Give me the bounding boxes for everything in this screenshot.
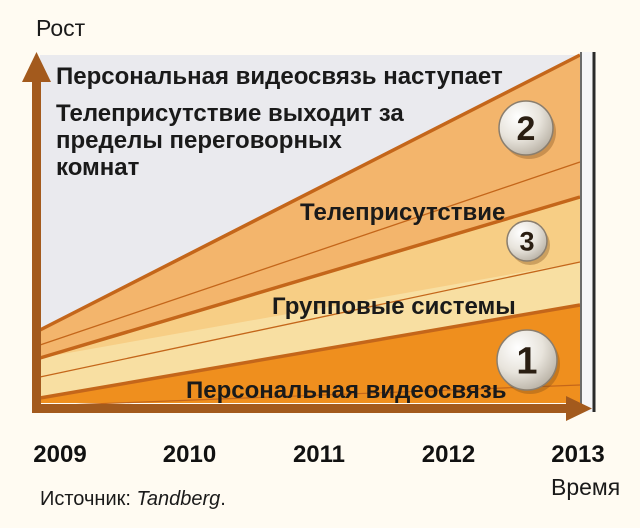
x-axis (32, 404, 572, 413)
disc-number-3: 3 (506, 220, 550, 265)
y-axis (32, 78, 41, 413)
y-axis-label: Рост (36, 15, 86, 41)
x-tick-label-2011: 2011 (293, 441, 345, 468)
label-group-systems: Групповые системы (272, 293, 516, 320)
annotation-line-2: пределы переговорных (56, 127, 342, 154)
frame-2013-panel (580, 52, 594, 412)
title-text: Персональная видеосвязь наступает (56, 63, 503, 90)
line-group-top (39, 195, 581, 360)
line-tele-top (39, 53, 581, 332)
disc-number-3-label: 3 (519, 227, 534, 257)
x-tick-label-2010: 2010 (163, 441, 216, 468)
band-telepresence (40, 55, 580, 358)
label-personal-video: Персональная видеосвязь (186, 377, 507, 404)
disc-number-1-label: 1 (516, 341, 537, 383)
x-tick-label-2013: 2013 (551, 441, 604, 468)
source-note: Источник: Tandberg. (40, 488, 226, 511)
label-telepresence: Телеприсутствие (300, 199, 505, 226)
source-suffix: . (220, 488, 226, 510)
line-personal-top (39, 303, 581, 400)
source-name: Tandberg (136, 488, 221, 510)
x-axis-arrow (566, 396, 592, 421)
chart-labels: Рост Время 2009 2010 2011 2012 2013 Персональна… (33, 15, 620, 500)
disc-number-2-label: 2 (517, 110, 536, 148)
x-axis-label: Время (551, 474, 620, 500)
axes (22, 52, 596, 421)
disc-number-2-body (498, 100, 554, 156)
line-thin-2 (39, 161, 581, 346)
x-tick-label-2009: 2009 (33, 441, 86, 468)
disc-number-2: 2 (498, 100, 556, 159)
x-tick-label-2012: 2012 (422, 441, 475, 468)
disc-number-3-body (506, 220, 548, 262)
disc-number-1-body (496, 329, 558, 391)
boundary-lines (39, 53, 581, 407)
annotation-line-1: Телеприсутствие выходит за (56, 100, 404, 127)
annotation-line-3: комнат (56, 154, 140, 181)
line-thin-3 (39, 384, 581, 407)
source-prefix: Источник: (40, 488, 131, 510)
y-axis-arrow (22, 52, 51, 82)
line-thin-1 (39, 261, 581, 378)
disc-number-1: 1 (496, 329, 560, 394)
